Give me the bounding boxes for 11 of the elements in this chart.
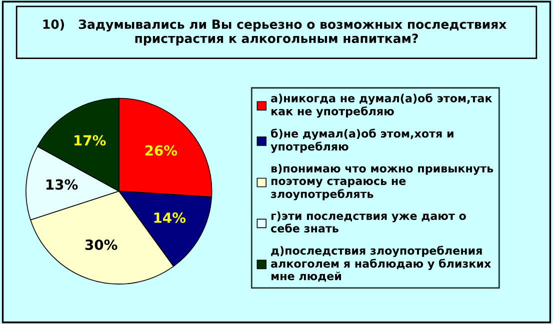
legend-label: д)последствия злоупотребления алкоголем я наблюдаю у близких мне людей [271, 246, 491, 282]
data-label: 26% [145, 145, 178, 156]
legend-label: в)понимаю что можно привыкнуть поэтому стараюсь не злоупотреблять [271, 164, 494, 200]
legend-label: г)эти последствия уже дают о себе знать [271, 211, 466, 233]
data-label: 14% [154, 212, 186, 223]
chart-title: 10) Задумывались ли Вы серьезно о возможных последствиях пристрастия к алкогольным напиткам? [43, 19, 507, 46]
data-label: 30% [85, 239, 118, 250]
legend-label: б)не думал(а)об этом,хотя и употребляю [270, 128, 454, 153]
data-label: 17% [74, 135, 106, 146]
data-label: 13% [46, 179, 78, 190]
legend-label: а)никогда не думал(а)об этом,так как не употребляю [271, 93, 492, 118]
